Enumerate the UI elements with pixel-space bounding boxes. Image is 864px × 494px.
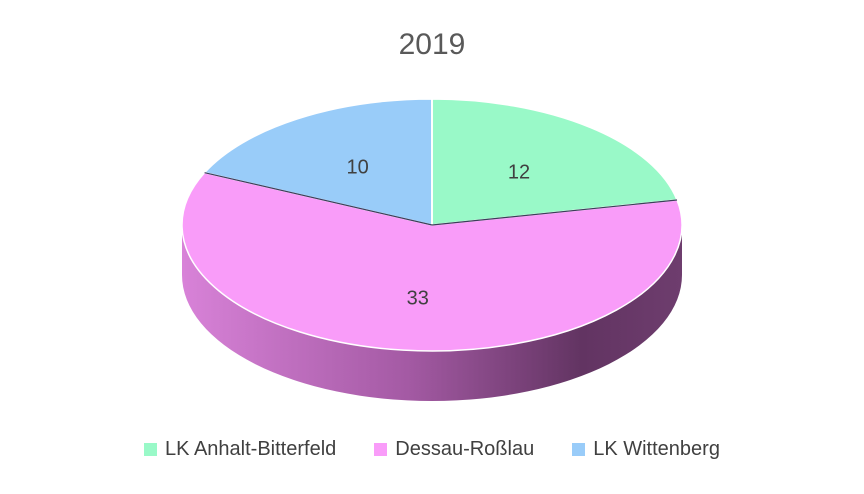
legend-label-lk-anhalt-bitterfeld: LK Anhalt-Bitterfeld [165,438,337,460]
data-label-lk-anhalt-bitterfeld: 12 [508,161,530,183]
pie-slice-lk-anhalt-bitterfeld [431,98,679,226]
pie-top [181,98,683,352]
pie-slice-border [204,172,433,226]
pie-slice-border [431,199,678,226]
legend-label-dessau-rosslau: Dessau-Roßlau [395,438,535,460]
legend-item-lk-wittenberg: LK Wittenberg [572,438,720,461]
data-label-lk-wittenberg: 10 [347,157,369,179]
legend: LK Anhalt-Bitterfeld Dessau-Roßlau LK Wi… [0,438,864,461]
legend-item-dessau-rosslau: Dessau-Roßlau [374,438,534,461]
legend-swatch-lk-anhalt-bitterfeld [144,443,158,456]
chart-title: 2019 [398,28,466,61]
legend-item-lk-anhalt-bitterfeld: LK Anhalt-Bitterfeld [144,438,336,461]
legend-swatch-lk-wittenberg [572,443,586,456]
pie-slice-lk-wittenberg [203,98,433,226]
pie-side-dessau-rosslau [182,225,682,401]
pie-slice-dessau-rosslau [181,171,683,352]
legend-swatch-dessau-rosslau [374,443,388,456]
pie-side-wall [182,225,682,401]
legend-label-lk-wittenberg: LK Wittenberg [593,438,720,460]
pie-data-labels: 12 33 10 [347,157,531,310]
data-label-dessau-rosslau: 33 [407,288,429,310]
